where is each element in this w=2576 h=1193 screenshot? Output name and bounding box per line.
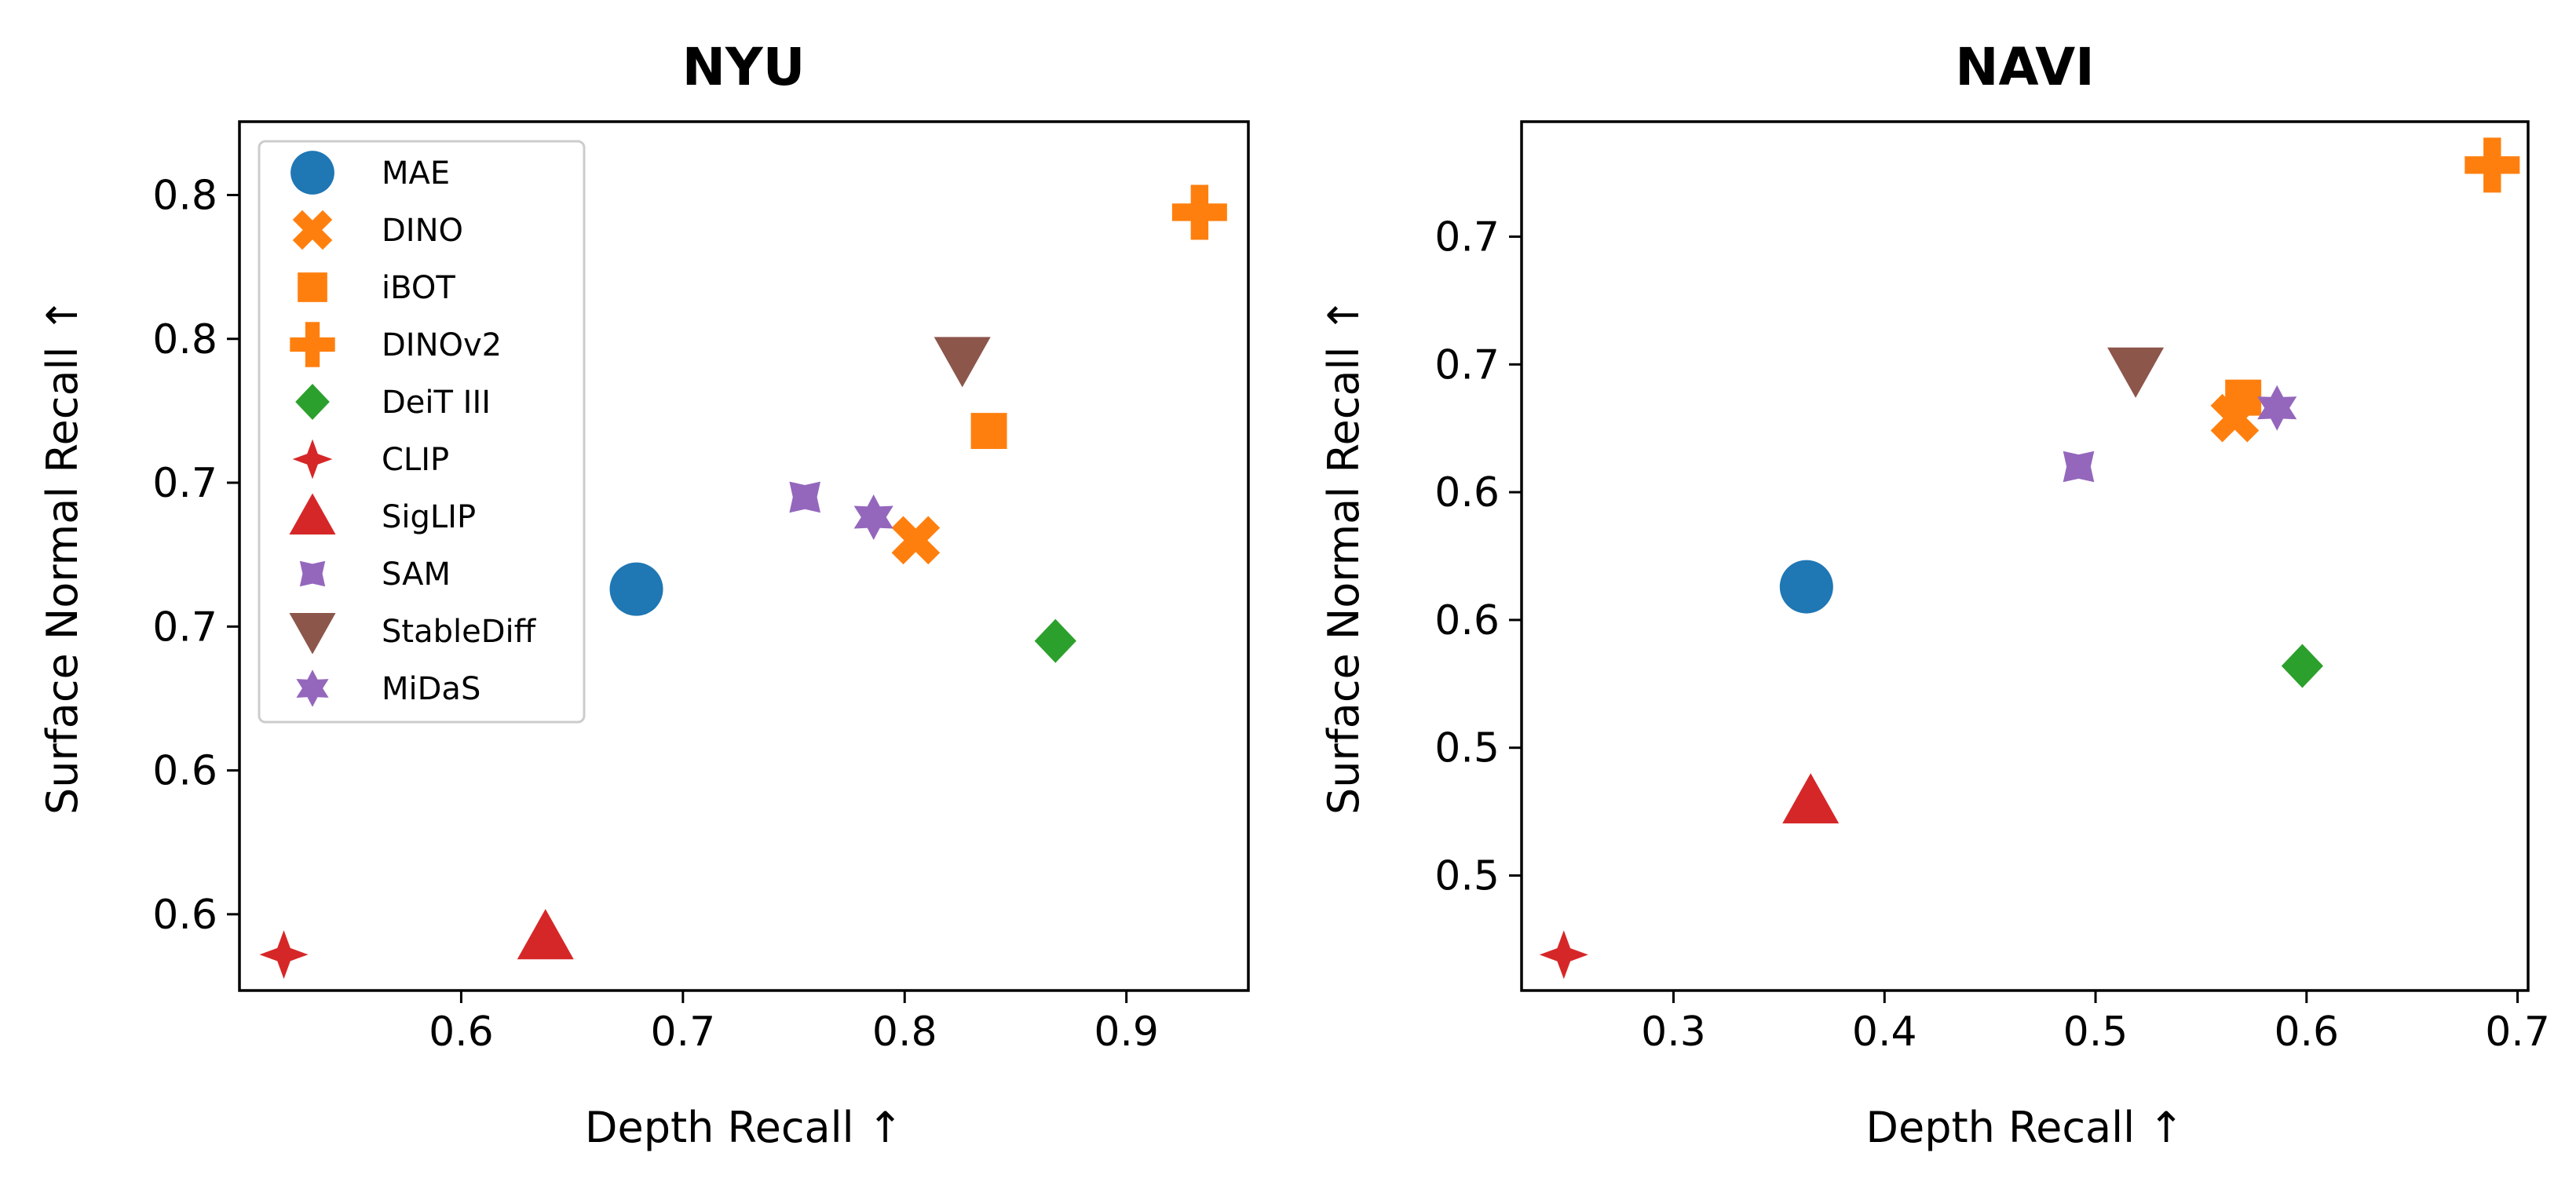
point-sam xyxy=(789,481,820,513)
x-tick-label: 0.8 xyxy=(872,1009,937,1056)
legend-marker-midas xyxy=(296,669,329,707)
y-tick-label: 0.8 xyxy=(152,316,217,363)
y-tick-label: 0.6 xyxy=(1434,597,1500,644)
legend-label-midas: MiDaS xyxy=(382,671,480,707)
plot-frame xyxy=(1520,120,2530,992)
legend-label-mae: MAE xyxy=(382,155,450,192)
x-axis-label: Depth Recall ↑ xyxy=(1865,1103,2183,1152)
legend-label-dinov2: DINOv2 xyxy=(382,327,502,363)
legend-marker-dino xyxy=(292,210,333,250)
legend-marker-sam xyxy=(299,560,326,587)
navi-panel: NAVI 0.3 0.4 0.5 0.6 0.7 0.5 0.5 0.6 0.6 0.7 0.7 Dep… xyxy=(1319,37,2550,1152)
x-tick-label: 0.6 xyxy=(2274,1009,2339,1056)
point-clip xyxy=(1539,930,1588,980)
y-tick-label: 0.5 xyxy=(1434,725,1500,772)
point-siglip xyxy=(1782,773,1840,824)
point-siglip xyxy=(517,909,574,960)
legend-marker-deit-iii xyxy=(295,384,330,420)
point-dinov2 xyxy=(1171,184,1227,240)
legend: MAE DINO iBOT DINOv2 DeiT III CLIP SigLIP SAM St… xyxy=(258,140,586,724)
x-tick-label: 0.7 xyxy=(2485,1009,2550,1056)
x-tick-label: 0.3 xyxy=(1641,1009,1706,1056)
x-tick-label: 0.7 xyxy=(650,1009,715,1056)
point-mae xyxy=(609,562,663,616)
point-sam xyxy=(2063,451,2095,483)
y-axis-label: Surface Normal Recall ↑ xyxy=(1319,297,1368,815)
point-mae xyxy=(1779,560,1833,614)
point-midas xyxy=(853,494,893,540)
y-tick-label: 0.6 xyxy=(152,748,217,795)
y-tick-label: 0.8 xyxy=(152,172,217,219)
legend-marker-stablediff xyxy=(289,612,336,655)
legend-marker-dinov2 xyxy=(290,322,335,367)
point-deit-iii xyxy=(2281,644,2324,688)
y-tick-label: 0.5 xyxy=(1434,852,1500,899)
legend-label-ibot: iBOT xyxy=(382,270,455,306)
x-axis-label: Depth Recall ↑ xyxy=(585,1103,903,1152)
y-tick-label: 0.7 xyxy=(152,604,217,651)
y-tick-label: 0.7 xyxy=(1434,341,1500,389)
legend-marker-ibot xyxy=(298,272,327,302)
legend-label-clip: CLIP xyxy=(382,442,449,478)
point-dinov2 xyxy=(2465,137,2520,193)
x-tick-label: 0.5 xyxy=(2063,1009,2128,1056)
y-tick-label: 0.6 xyxy=(152,892,217,939)
x-tick-label: 0.9 xyxy=(1094,1009,1159,1056)
x-tick-label: 0.6 xyxy=(429,1009,494,1056)
point-clip xyxy=(259,930,309,980)
legend-marker-mae xyxy=(290,151,334,195)
legend-label-deit-iii: DeiT III xyxy=(382,385,491,421)
legend-label-siglip: SigLIP xyxy=(382,499,476,535)
chart-title: NYU xyxy=(682,37,806,97)
point-dino xyxy=(891,516,941,565)
chart-title: NAVI xyxy=(1955,37,2094,97)
plot-frame xyxy=(238,120,1250,992)
legend-label-stablediff: StableDiff xyxy=(382,614,537,650)
legend-marker-clip xyxy=(292,439,333,480)
y-axis-label: Surface Normal Recall ↑ xyxy=(38,297,87,815)
x-tick-label: 0.4 xyxy=(1852,1009,1917,1056)
y-tick-label: 0.6 xyxy=(1434,469,1500,516)
point-stablediff xyxy=(934,337,991,388)
y-tick-label: 0.7 xyxy=(1434,214,1500,261)
point-ibot xyxy=(2225,379,2262,416)
point-ibot xyxy=(970,413,1007,450)
legend-label-dino: DINO xyxy=(382,213,463,249)
point-midas xyxy=(2257,385,2297,431)
nyu-panel: NYU 0.6 0.7 0.8 0.9 0.6 0.6 0.7 0.7 0.8 0.8 Depth R… xyxy=(38,37,1250,1152)
legend-box xyxy=(258,140,586,724)
legend-label-sam: SAM xyxy=(382,556,451,593)
legend-marker-siglip xyxy=(289,493,336,535)
y-tick-label: 0.7 xyxy=(152,460,217,507)
point-deit-iii xyxy=(1034,618,1076,663)
point-stablediff xyxy=(2107,347,2165,398)
